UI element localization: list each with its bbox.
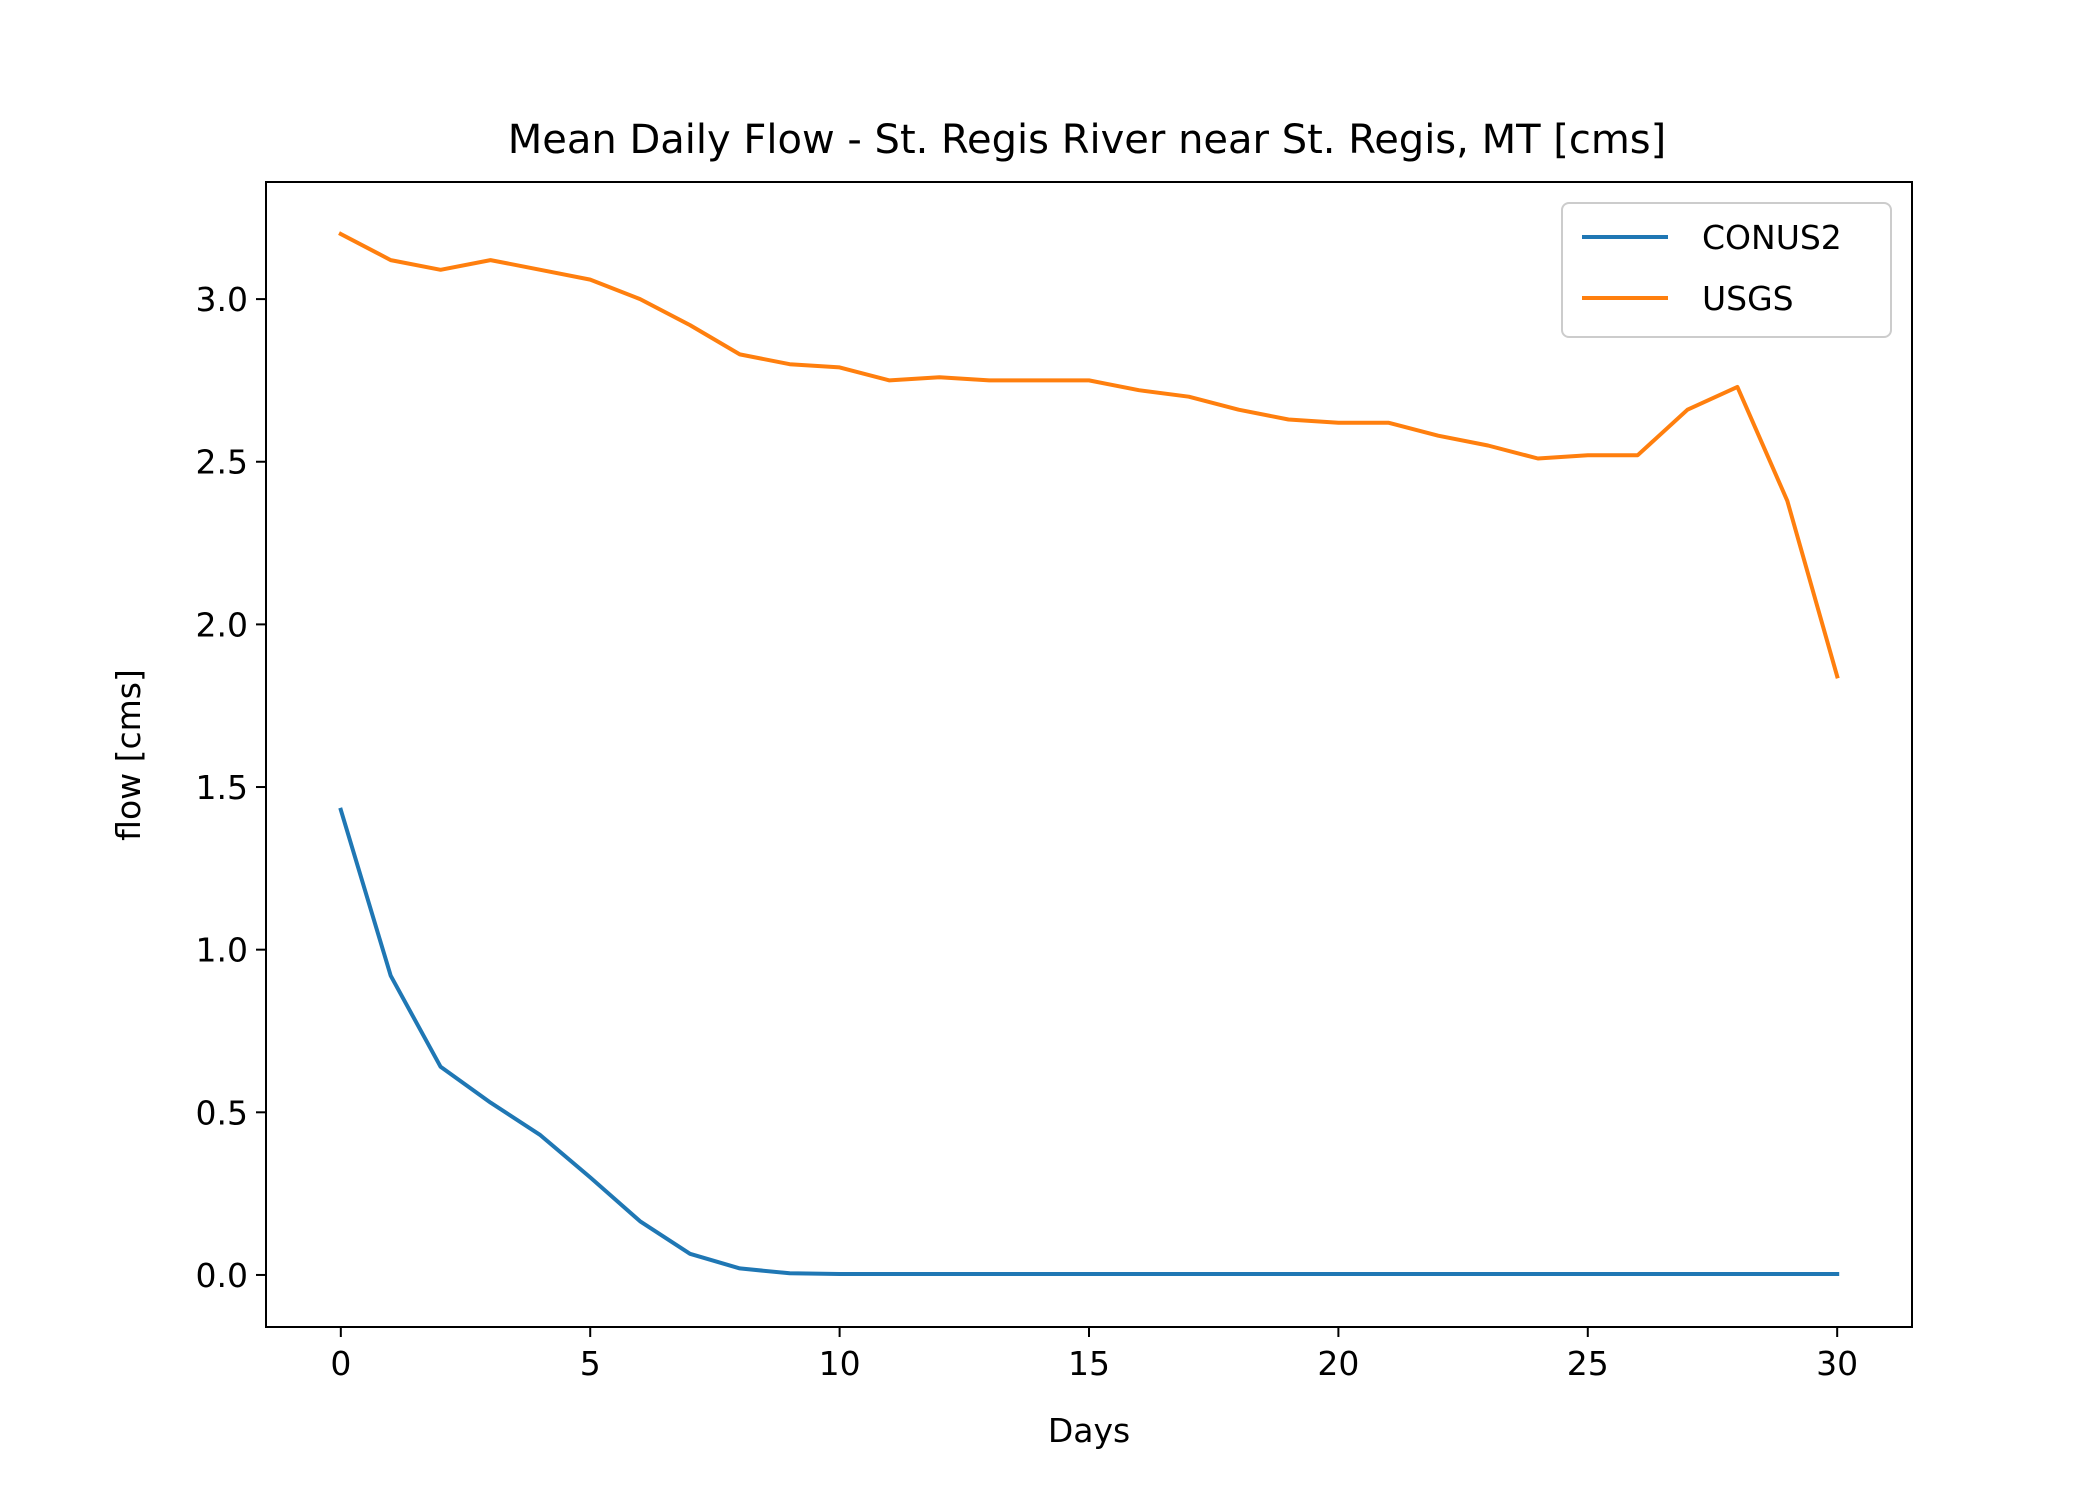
y-tick-label: 1.0 [196, 931, 248, 970]
series-line-conus2 [338, 807, 1840, 1276]
y-axis-title: flow [cms] [109, 669, 148, 841]
x-tick-label: 20 [1317, 1344, 1359, 1383]
legend-label-conus2: CONUS2 [1702, 218, 1842, 257]
series-line-usgs [338, 231, 1840, 679]
chart-title: Mean Daily Flow - St. Regis River near S… [508, 117, 1667, 163]
y-tick-label: 0.5 [196, 1093, 248, 1132]
series-layer [338, 231, 1840, 1276]
legend-label-usgs: USGS [1702, 279, 1794, 318]
y-tick-label: 1.5 [196, 768, 248, 807]
y-axis: 0.0 0.5 1.0 1.5 2.0 2.5 3.0 [196, 280, 266, 1295]
x-axis-title: Days [1048, 1411, 1130, 1450]
x-tick-label: 25 [1567, 1344, 1609, 1383]
x-tick-label: 5 [580, 1344, 601, 1383]
x-tick-label: 30 [1816, 1344, 1858, 1383]
y-tick-label: 3.0 [196, 280, 248, 319]
y-tick-label: 2.5 [196, 443, 248, 482]
legend-items: CONUS2 USGS [1582, 218, 1842, 318]
y-tick-label: 0.0 [196, 1256, 248, 1295]
legend: CONUS2 USGS [1561, 202, 1892, 338]
x-axis: 0 5 10 15 20 25 30 [330, 1327, 1858, 1383]
x-tick-label: 15 [1068, 1344, 1110, 1383]
y-tick-label: 2.0 [196, 605, 248, 644]
x-tick-label: 0 [330, 1344, 351, 1383]
x-tick-label: 10 [819, 1344, 861, 1383]
